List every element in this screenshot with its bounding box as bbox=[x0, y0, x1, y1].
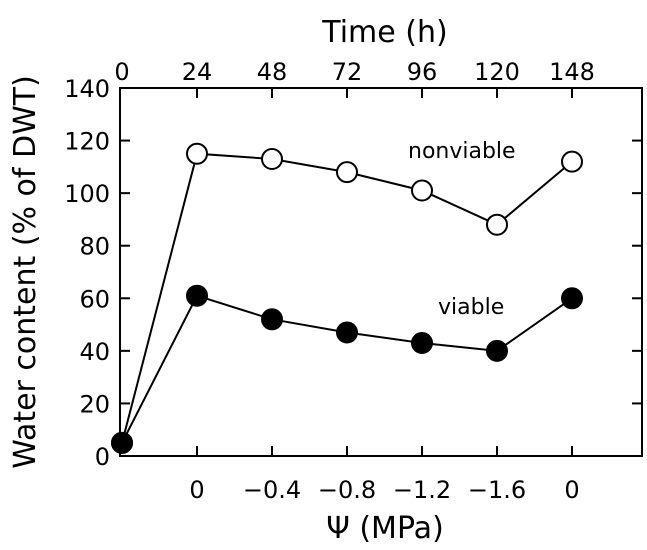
x-tick-label: −1.6 bbox=[468, 476, 526, 504]
data-point-viable bbox=[486, 339, 508, 362]
y-tick-label: 60 bbox=[79, 285, 110, 313]
x2-tick-label: 72 bbox=[332, 58, 363, 86]
y-tick-label: 0 bbox=[95, 443, 110, 471]
data-point-nonviable bbox=[186, 142, 208, 165]
x2-tick-label: 24 bbox=[182, 58, 213, 86]
data-point-viable bbox=[336, 321, 358, 344]
data-point-viable bbox=[111, 431, 133, 454]
y-tick-label: 140 bbox=[64, 75, 110, 103]
x2-tick-label: 120 bbox=[474, 58, 520, 86]
data-point-viable bbox=[411, 332, 433, 354]
y-tick-label: 120 bbox=[64, 128, 110, 156]
series-line-viable bbox=[121, 294, 573, 444]
y-tick-label: 100 bbox=[64, 180, 110, 208]
data-point-viable bbox=[186, 284, 208, 307]
x2-tick-label: 148 bbox=[549, 58, 595, 86]
x-tick-label: −0.8 bbox=[318, 476, 376, 504]
x2-axis-title: Time (h) bbox=[321, 15, 447, 50]
series-label-nonviable: nonviable bbox=[408, 139, 516, 164]
x2-tick-label: 0 bbox=[114, 58, 129, 86]
x2-tick-label: 48 bbox=[257, 58, 288, 86]
x-axis-title: Ψ (MPa) bbox=[326, 511, 444, 546]
y-tick-label: 80 bbox=[79, 233, 110, 261]
plot-frame bbox=[119, 87, 643, 457]
series-layer bbox=[111, 142, 583, 454]
x2-tick-label: 96 bbox=[407, 58, 438, 86]
data-point-nonviable bbox=[561, 150, 583, 173]
data-point-nonviable bbox=[486, 213, 508, 236]
data-point-nonviable bbox=[261, 148, 283, 170]
x-tick-label: 0 bbox=[564, 476, 579, 504]
data-point-viable bbox=[261, 308, 283, 331]
x-tick-label: −0.4 bbox=[243, 476, 301, 504]
x-tick-label: −1.2 bbox=[393, 476, 451, 504]
data-point-nonviable bbox=[336, 161, 358, 184]
y-axis-title: Water content (% of DWT) bbox=[8, 75, 43, 469]
y-tick-label: 20 bbox=[79, 390, 110, 418]
data-point-nonviable bbox=[411, 179, 433, 202]
series-label-viable: viable bbox=[438, 295, 504, 320]
y-tick-label: 40 bbox=[79, 338, 110, 366]
x-tick-label: 0 bbox=[189, 476, 204, 504]
data-point-viable bbox=[561, 287, 583, 310]
